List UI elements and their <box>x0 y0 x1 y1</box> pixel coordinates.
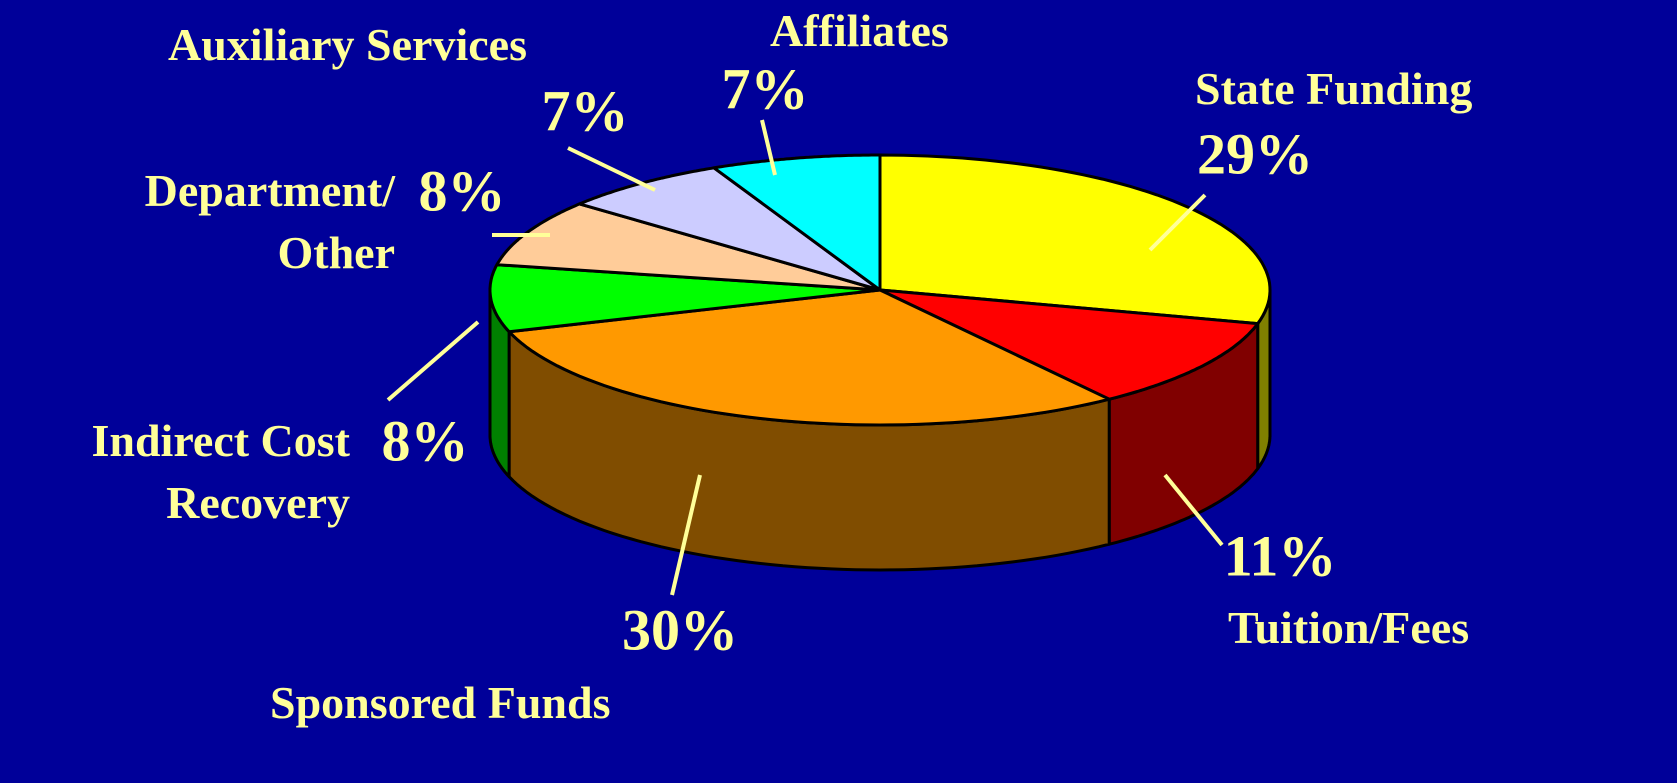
data-label: 11% <box>1224 523 1337 588</box>
leader-line <box>1148 193 1207 252</box>
category-label: Sponsored Funds <box>270 677 611 728</box>
leader-line <box>760 119 777 176</box>
category-label: State Funding <box>1195 63 1473 114</box>
data-label: 7% <box>722 56 809 121</box>
leader-line <box>386 320 480 402</box>
data-label: 29% <box>1197 121 1313 186</box>
data-label: 8% <box>382 408 469 473</box>
pie-slice <box>488 263 882 334</box>
category-label: Tuition/Fees <box>1228 602 1470 653</box>
data-label: 30% <box>622 597 738 662</box>
category-label: Auxiliary Services <box>168 19 527 70</box>
pie-slice <box>878 288 1260 401</box>
category-label: Indirect Cost Recovery <box>91 415 350 528</box>
pie-slice <box>495 202 882 292</box>
category-label: Affiliates <box>770 5 949 56</box>
pie-slice <box>507 288 1111 427</box>
data-label: 7% <box>542 78 629 143</box>
data-label: 8% <box>419 158 506 223</box>
leader-line <box>567 146 656 192</box>
leader-line <box>670 474 702 596</box>
pie-slice <box>878 153 1272 326</box>
pie-slice <box>712 153 882 292</box>
leader-line <box>1163 473 1224 547</box>
category-label: Department/ Other <box>144 165 395 278</box>
